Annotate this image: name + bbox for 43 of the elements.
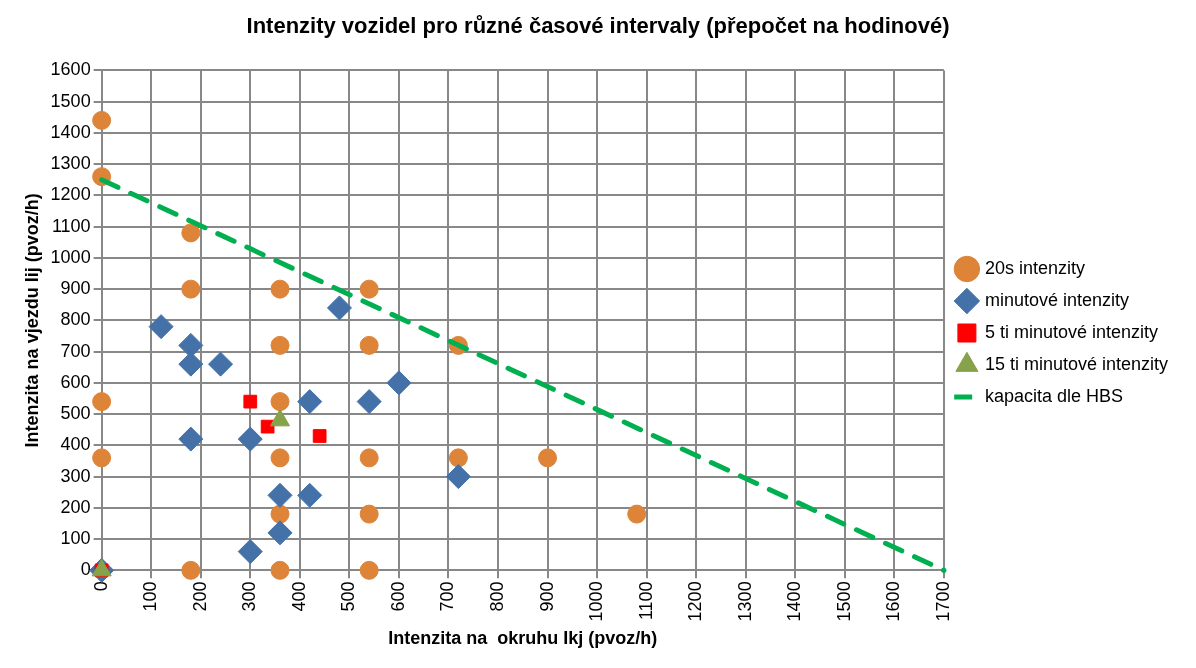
legend-label: 15 ti minutové intenzity (984, 353, 1168, 374)
x-tick-label: 300 (239, 581, 260, 612)
x-tick-label: 100 (140, 581, 161, 612)
y-tick-label: 1100 (51, 215, 91, 236)
x-tick-label: 1100 (635, 581, 656, 621)
chart-title: Intenzity vozidel pro různé časové intervaly (přepočet na hodinové) (246, 13, 950, 39)
legend-label: 5 ti minutové intenzity (984, 321, 1158, 342)
x-tick-label: 200 (189, 581, 210, 612)
x-tick-label: 700 (437, 581, 458, 612)
x-tick-label: 1500 (833, 581, 854, 622)
x-axis-title: Intenzita na okruhu Ikj (pvoz/h) (388, 628, 658, 649)
y-tick-label: 800 (60, 309, 91, 330)
y-tick-label: 300 (60, 465, 91, 486)
y-tick-label: 1200 (50, 184, 91, 205)
x-tick-label: 900 (536, 581, 557, 612)
x-tick-label: 1400 (784, 581, 805, 622)
y-axis-title: Intenzita na vjezdu Iij (pvoz/h) (21, 193, 42, 448)
x-tick-label: 1600 (883, 581, 904, 622)
x-tick-label: 1000 (586, 581, 607, 622)
y-tick-label: 400 (60, 434, 91, 455)
y-tick-label: 1600 (50, 59, 91, 80)
y-tick-label: 600 (60, 371, 91, 392)
y-tick-label: 100 (60, 528, 91, 549)
x-tick-label: 600 (387, 581, 408, 612)
x-tick-label: 800 (486, 581, 507, 612)
x-tick-label: 1300 (734, 581, 755, 622)
legend-label: kapacita dle HBS (984, 385, 1123, 406)
y-tick-label: 1000 (50, 246, 91, 267)
x-tick-label: 1700 (932, 581, 953, 622)
y-tick-label: 0 (80, 559, 91, 580)
legend-label: 20s intenzity (984, 257, 1085, 278)
legend-label: minutové intenzity (984, 289, 1129, 310)
x-tick-label: 400 (288, 581, 309, 612)
y-tick-label: 500 (60, 403, 91, 424)
y-tick-label: 200 (60, 496, 91, 517)
y-tick-label: 1300 (50, 153, 91, 174)
x-tick-label: 500 (338, 581, 359, 612)
x-tick-label: 0 (90, 581, 111, 592)
y-tick-label: 900 (60, 278, 91, 299)
y-tick-label: 1500 (50, 90, 91, 111)
y-tick-label: 1400 (50, 121, 91, 142)
x-tick-label: 1200 (685, 581, 706, 622)
y-tick-label: 700 (60, 340, 91, 361)
